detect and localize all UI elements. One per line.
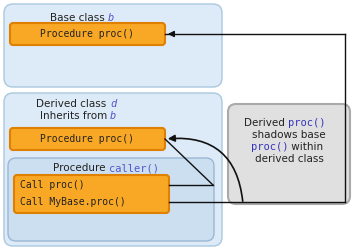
Text: proc(): proc() bbox=[251, 142, 288, 152]
Text: derived class: derived class bbox=[255, 154, 323, 164]
Text: Derived: Derived bbox=[244, 118, 288, 128]
Text: d: d bbox=[110, 99, 116, 109]
Text: Derived class: Derived class bbox=[36, 99, 110, 109]
Text: Procedure proc(): Procedure proc() bbox=[40, 134, 135, 144]
Text: caller(): caller() bbox=[109, 163, 159, 173]
FancyBboxPatch shape bbox=[228, 104, 350, 204]
FancyBboxPatch shape bbox=[4, 4, 222, 87]
Text: shadows base: shadows base bbox=[252, 130, 326, 140]
FancyBboxPatch shape bbox=[4, 93, 222, 246]
Text: Inherits from: Inherits from bbox=[40, 111, 110, 121]
FancyBboxPatch shape bbox=[10, 128, 165, 150]
FancyBboxPatch shape bbox=[14, 175, 169, 213]
Text: within: within bbox=[288, 142, 323, 152]
FancyBboxPatch shape bbox=[10, 23, 165, 45]
Text: Base class: Base class bbox=[50, 13, 108, 23]
Text: Call MyBase.proc(): Call MyBase.proc() bbox=[20, 197, 126, 207]
Text: Procedure: Procedure bbox=[53, 163, 109, 173]
Text: proc(): proc() bbox=[288, 118, 326, 128]
Text: b: b bbox=[108, 13, 114, 23]
FancyBboxPatch shape bbox=[8, 158, 214, 241]
Text: b: b bbox=[110, 111, 116, 121]
Text: Procedure proc(): Procedure proc() bbox=[40, 29, 135, 39]
Text: Call proc(): Call proc() bbox=[20, 180, 85, 190]
